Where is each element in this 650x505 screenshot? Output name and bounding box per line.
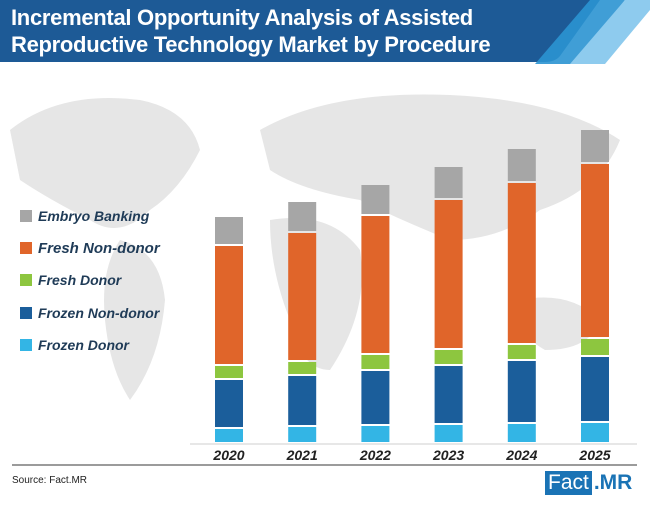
bar-segment-fresh-non-donor-2020 bbox=[215, 246, 243, 364]
x-tick-label: 2022 bbox=[359, 447, 391, 463]
title-line-2: Reproductive Technology Market by Proced… bbox=[11, 32, 491, 57]
legend-swatch bbox=[20, 307, 32, 319]
legend-label: Frozen Non-donor bbox=[38, 305, 160, 321]
bar-segment-embryo-banking-2021 bbox=[288, 202, 317, 231]
bar-segment-frozen-non-donor-2020 bbox=[215, 380, 243, 427]
legend-label: Fresh Donor bbox=[38, 272, 122, 288]
bar-segment-embryo-banking-2022 bbox=[361, 185, 390, 214]
stacked-bar-chart: 2020 2021 2022 2023 2024 2025 bbox=[12, 130, 637, 466]
legend-item-frozen-non-donor: Frozen Non-donor bbox=[20, 305, 159, 321]
legend-item-frozen-donor: Frozen Donor bbox=[20, 337, 129, 353]
bar-segment-fresh-non-donor-2021 bbox=[288, 233, 317, 360]
legend-swatch bbox=[20, 339, 32, 351]
legend-label: Frozen Donor bbox=[38, 337, 129, 353]
bar-segment-fresh-donor-2020 bbox=[215, 366, 243, 378]
x-tick-label: 2020 bbox=[212, 447, 244, 463]
bar-segment-fresh-donor-2021 bbox=[288, 362, 317, 374]
bar-segment-fresh-donor-2023 bbox=[434, 350, 463, 364]
bar-segment-fresh-non-donor-2023 bbox=[434, 200, 463, 348]
chart-title: Incremental Opportunity Analysis of Assi… bbox=[11, 4, 491, 58]
bar-segment-embryo-banking-2020 bbox=[215, 217, 243, 244]
factmr-logo: Fact .MR bbox=[545, 471, 632, 495]
legend-item-fresh-donor: Fresh Donor bbox=[20, 272, 121, 288]
header-banner bbox=[0, 0, 650, 64]
legend-item-embryo-banking: Embryo Banking bbox=[20, 208, 149, 224]
legend-swatch bbox=[20, 242, 32, 254]
bar-segment-fresh-non-donor-2025 bbox=[581, 164, 609, 337]
logo-part-1: Fact bbox=[545, 471, 592, 495]
legend-swatch bbox=[20, 274, 32, 286]
bar-segment-embryo-banking-2025 bbox=[581, 130, 609, 162]
x-tick-label: 2024 bbox=[505, 447, 537, 463]
bar-segment-fresh-non-donor-2024 bbox=[507, 183, 536, 343]
bar-segment-frozen-donor-2023 bbox=[434, 425, 463, 442]
bar-segment-frozen-donor-2021 bbox=[288, 427, 317, 442]
bar-segment-fresh-donor-2022 bbox=[361, 355, 390, 369]
bar-segment-fresh-donor-2024 bbox=[507, 345, 536, 359]
bar-segment-frozen-donor-2025 bbox=[581, 423, 609, 442]
bar-segment-embryo-banking-2024 bbox=[507, 149, 536, 181]
source-note: Source: Fact.MR bbox=[12, 475, 88, 486]
legend-label: Fresh Non-donor bbox=[38, 239, 160, 257]
bar-segment-frozen-donor-2022 bbox=[361, 426, 390, 442]
x-tick-label: 2021 bbox=[286, 447, 318, 463]
bar-segment-frozen-donor-2020 bbox=[215, 429, 243, 442]
x-tick-label: 2023 bbox=[432, 447, 464, 463]
bar-segment-fresh-donor-2025 bbox=[581, 339, 609, 355]
bar-segment-frozen-non-donor-2024 bbox=[507, 361, 536, 422]
bar-segment-frozen-non-donor-2025 bbox=[581, 357, 609, 421]
bar-segment-frozen-donor-2024 bbox=[507, 424, 536, 442]
bar-segment-frozen-non-donor-2022 bbox=[361, 371, 390, 424]
legend-item-fresh-non-donor: Fresh Non-donor bbox=[20, 239, 160, 257]
legend-swatch bbox=[20, 210, 32, 222]
title-line-1: Incremental Opportunity Analysis of Assi… bbox=[11, 5, 473, 30]
x-tick-label: 2025 bbox=[578, 447, 610, 463]
bar-segment-fresh-non-donor-2022 bbox=[361, 216, 390, 353]
bar-segment-frozen-non-donor-2023 bbox=[434, 366, 463, 423]
legend-label: Embryo Banking bbox=[38, 208, 150, 224]
logo-part-2: .MR bbox=[593, 471, 633, 494]
bar-segment-frozen-non-donor-2021 bbox=[288, 376, 317, 425]
bar-segment-embryo-banking-2023 bbox=[434, 167, 463, 198]
